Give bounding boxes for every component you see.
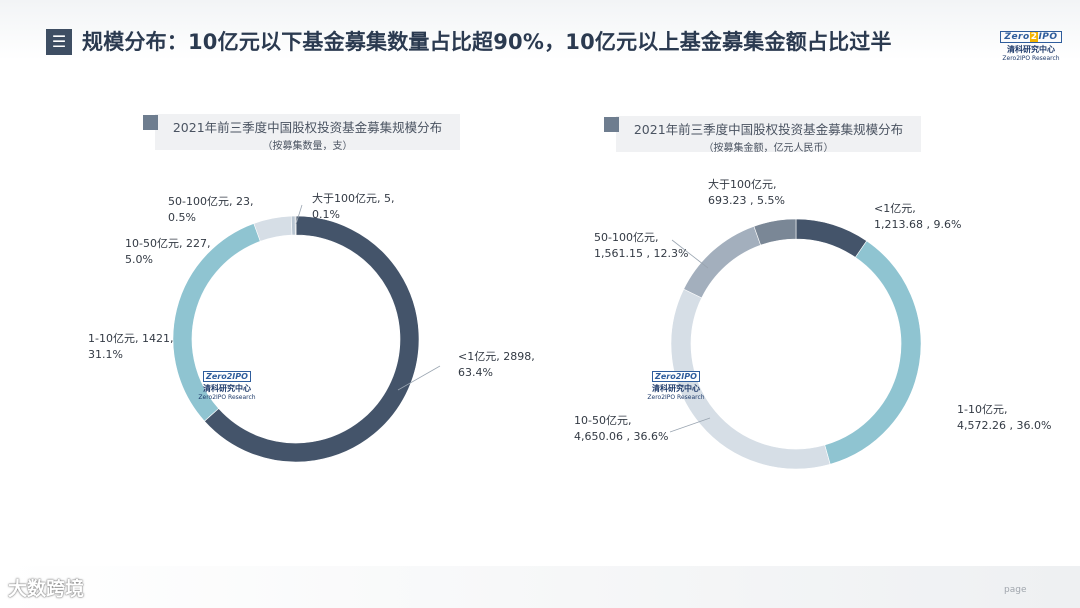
watermark-badge: Zero2IPO [203,371,251,382]
logo-text-c: IPO [1038,32,1058,42]
donut-slice-0-2 [253,215,293,242]
data-label: 1,213.68 , 9.6% [874,218,961,231]
watermark-cn: 清科研究中心 [652,384,700,393]
data-label: 693.23 , 5.5% [708,194,785,207]
leader-line [669,417,711,433]
page-title: 规模分布：10亿元以下基金募集数量占比超90%，10亿元以上基金募集金额占比过半 [82,30,892,54]
leader-line [397,365,441,391]
data-label: 0.1% [312,208,340,221]
donut-slice-0-0 [204,215,420,463]
legend-square-icon [604,117,619,132]
logo-text-b: 2 [1029,32,1039,42]
donut-slice-1-3 [683,225,762,299]
data-label: 31.1% [88,348,123,361]
donut-slice-0-3 [290,215,296,236]
data-label: 10-50亿元, [574,414,631,427]
data-label: 1-10亿元, [957,403,1007,416]
logo-badge: Zero2IPO [1000,31,1062,43]
data-label: <1亿元, 2898, [458,350,535,363]
left-chart-subtitle: （按募集数量，支） [262,141,353,152]
legend-square-icon [143,115,158,130]
data-label: 4,572.26 , 36.0% [957,419,1051,432]
page-label: page [1004,585,1027,595]
data-label: 1-10亿元, 1421, [88,332,173,345]
watermark-badge: Zero2IPO [652,371,700,382]
right-chart-title: 2021年前三季度中国股权投资基金募集规模分布 [633,122,904,137]
donut-slice-0-4 [294,215,297,236]
data-label: 大于100亿元, 5, [312,191,394,205]
donut-slice-1-0 [795,218,868,258]
data-label: 5.0% [125,253,153,266]
brand-logo: Zero2IPO 清科研究中心 Zero2IPO Research [1000,24,1062,62]
menu-icon: ☰ [46,29,72,55]
left-chart-title: 2021年前三季度中国股权投资基金募集规模分布 [172,120,443,135]
data-label: 1,561.15 , 12.3% [594,247,688,260]
left-chart-header: 2021年前三季度中国股权投资基金募集规模分布 （按募集数量，支） [143,114,460,152]
data-label: 大于100亿元, [708,177,777,191]
leader-line [671,239,709,269]
logo-en: Zero2IPO Research [1002,55,1060,62]
data-label: <1亿元, [874,202,916,215]
data-label: 50-100亿元, [594,231,658,244]
watermark-cn: 清科研究中心 [203,384,251,393]
donut-slice-1-4 [753,218,797,246]
donut-slice-1-1 [824,240,922,465]
footer-bar [0,566,1080,608]
logo-cn: 清科研究中心 [1007,45,1055,54]
data-label: 4,650.06 , 36.6% [574,430,668,443]
right-chart-header: 2021年前三季度中国股权投资基金募集规模分布 （按募集金额，亿元人民币） [604,116,921,154]
watermark-en: Zero2IPO Research [198,394,256,401]
watermark-en: Zero2IPO Research [647,394,705,401]
leader-line [295,204,303,225]
chart-watermark-left: Zero2IPO 清科研究中心 Zero2IPO Research [192,364,262,401]
data-label: 10-50亿元, 227, [125,237,210,250]
logo-text-a: Zero [1004,32,1030,42]
data-label: 0.5% [168,211,196,224]
right-chart-subtitle: （按募集金额，亿元人民币） [703,143,834,154]
chart-watermark-right: Zero2IPO 清科研究中心 Zero2IPO Research [641,364,711,401]
header-background [0,0,1080,60]
data-label: 63.4% [458,366,493,379]
data-label: 50-100亿元, 23, [168,195,253,208]
source-watermark: 大数跨境 [8,578,85,600]
